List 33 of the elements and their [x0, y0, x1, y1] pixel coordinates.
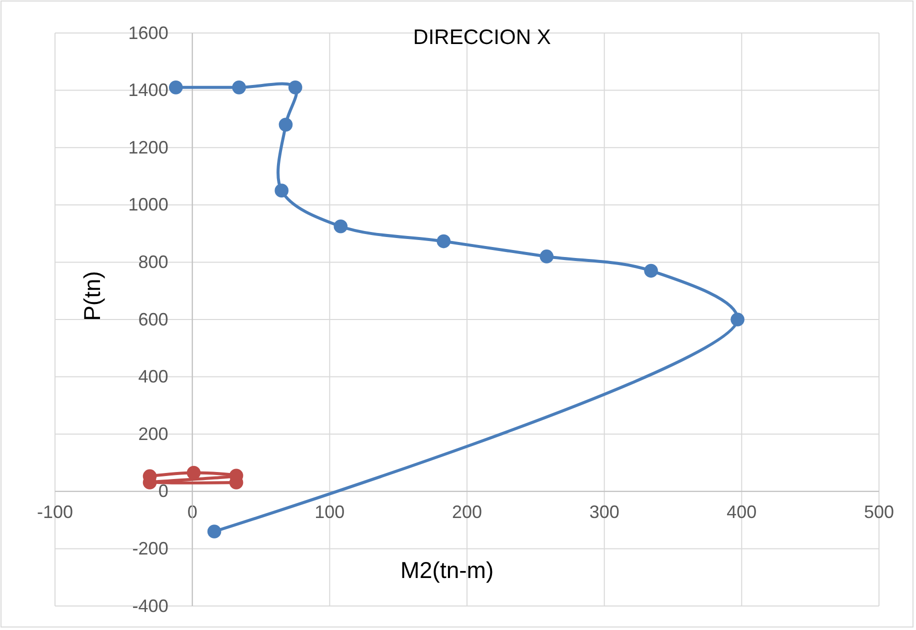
chart-title: DIRECCION X: [413, 26, 551, 49]
point: [274, 184, 289, 198]
point: [644, 264, 658, 278]
y-tick-label: 1600: [128, 22, 168, 43]
y-tick-label: 1000: [128, 194, 168, 215]
point: [288, 80, 302, 94]
x-tick-label: 400: [726, 502, 757, 522]
x-tick-label: 200: [452, 502, 482, 522]
x-tick-label: 100: [314, 502, 345, 522]
y-tick-label: 800: [138, 252, 168, 272]
y-tick-label: 400: [138, 366, 168, 387]
x-tick-label: 0: [187, 502, 198, 522]
y-tick-label: 1400: [128, 80, 168, 100]
point: [232, 80, 246, 94]
x-axis-title: M2(tn-m): [400, 557, 494, 583]
y-axis-title: P(tn): [79, 271, 105, 321]
point: [186, 466, 201, 480]
point: [278, 118, 293, 132]
point: [730, 312, 744, 326]
x-tick-label: -100: [36, 502, 74, 522]
point: [334, 219, 348, 234]
y-tick-label: 1200: [128, 137, 168, 158]
point: [540, 250, 554, 264]
point: [207, 524, 222, 538]
point: [168, 80, 183, 94]
y-tick-label: 600: [138, 309, 168, 330]
y-tick-label: -200: [132, 538, 168, 558]
y-tick-label: 200: [138, 424, 168, 444]
x-tick-label: 500: [864, 502, 894, 522]
point: [436, 234, 451, 248]
x-tick-label: 300: [589, 502, 620, 522]
y-tick-label: 0: [158, 481, 168, 502]
y-tick-label: -400: [132, 596, 168, 616]
